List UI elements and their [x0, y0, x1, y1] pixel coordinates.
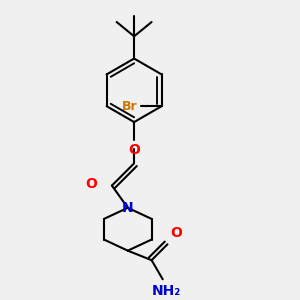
Text: O: O: [128, 143, 140, 157]
Text: N: N: [122, 201, 134, 215]
Text: O: O: [171, 226, 182, 239]
Text: O: O: [86, 177, 98, 191]
Text: NH₂: NH₂: [151, 284, 181, 298]
Text: Br: Br: [122, 100, 138, 113]
